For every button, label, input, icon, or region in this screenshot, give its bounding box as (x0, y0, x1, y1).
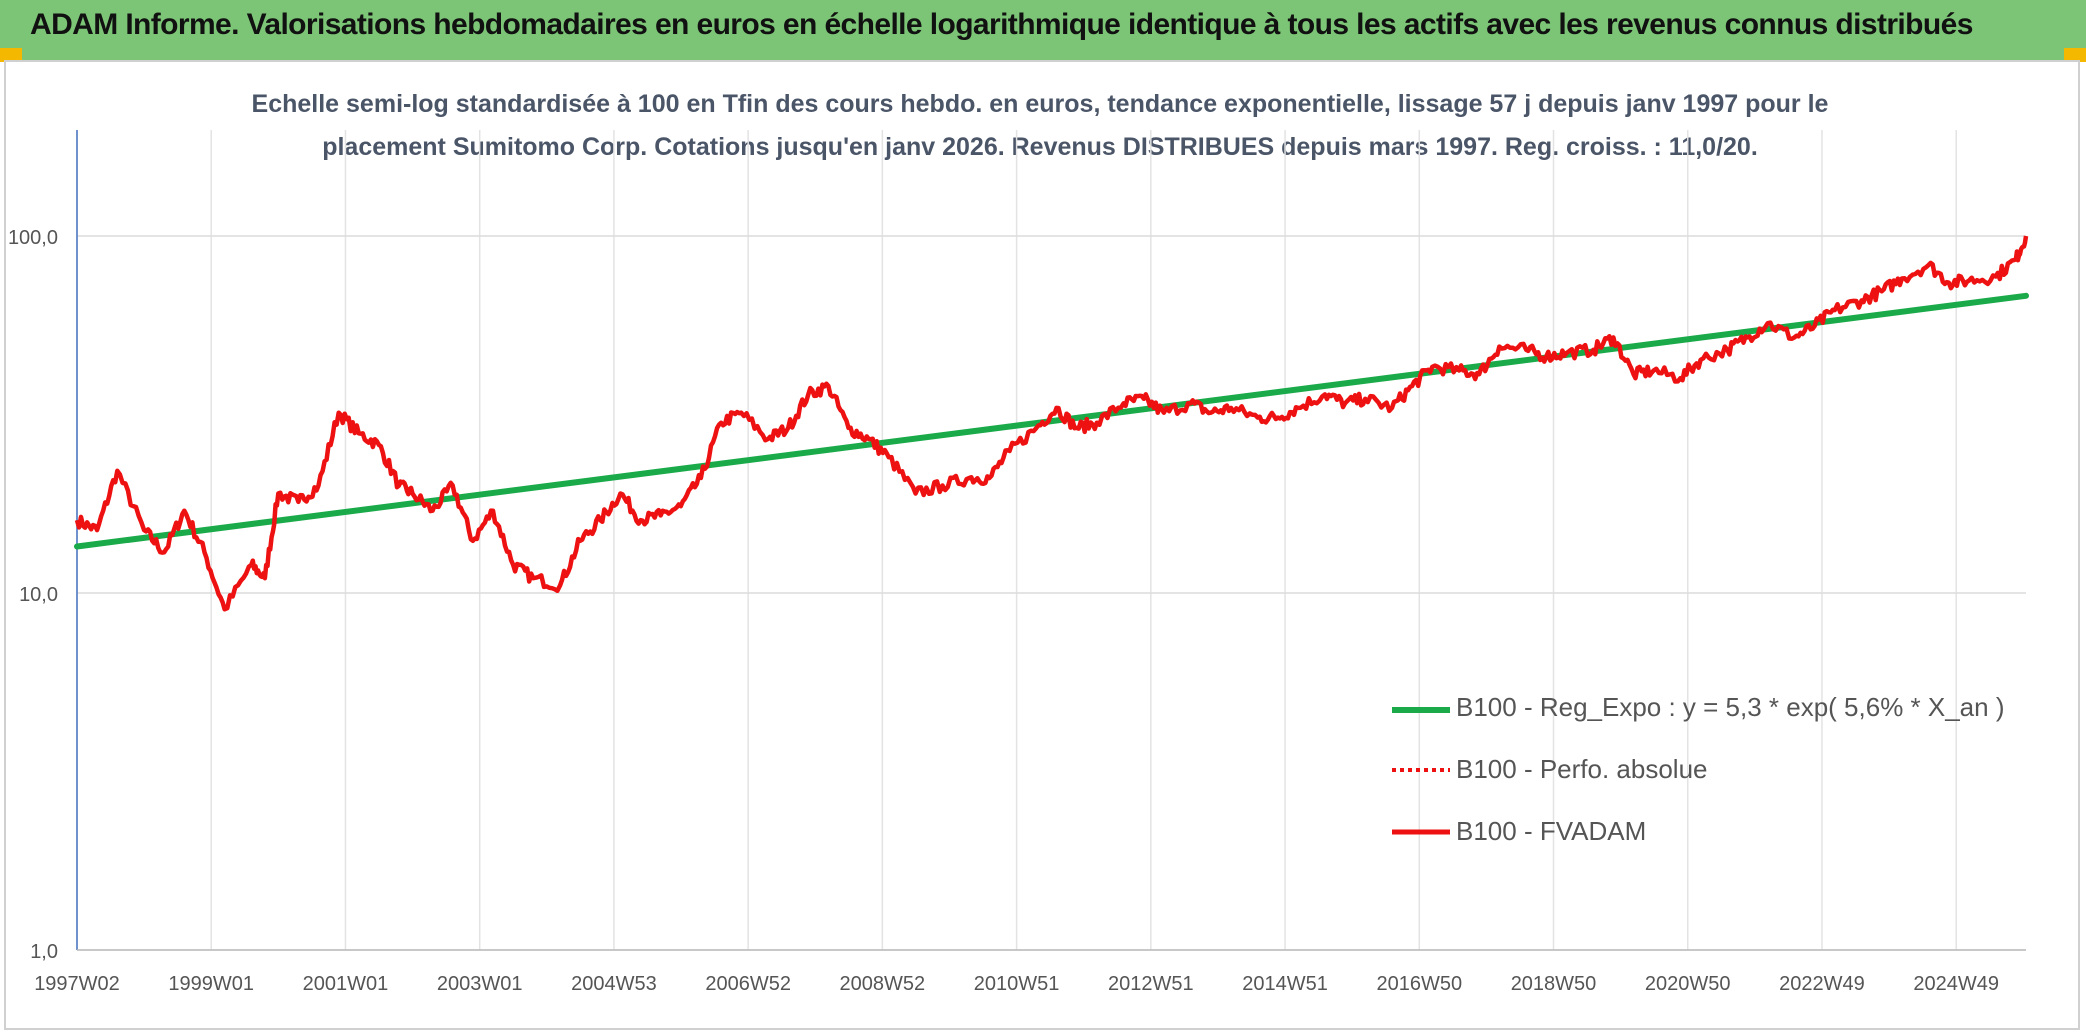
y-tick-label: 10,0 (19, 584, 58, 606)
x-tick-label: 2010W51 (974, 973, 1060, 995)
x-tick-label: 2012W51 (1108, 973, 1194, 995)
x-tick-label: 2024W49 (1913, 973, 1999, 995)
x-tick-label: 2006W52 (705, 973, 791, 995)
corner-mark-left (0, 48, 22, 62)
x-tick-label: 2003W01 (437, 973, 523, 995)
x-tick-label: 2014W51 (1242, 973, 1328, 995)
legend-label-fvadam: B100 - FVADAM (1456, 816, 1647, 846)
x-tick-label: 2008W52 (840, 973, 926, 995)
x-tick-label: 2020W50 (1645, 973, 1731, 995)
legend-label-reg-expo: B100 - Reg_Expo : y = 5,3 * exp( 5,6% * … (1456, 692, 2005, 722)
x-tick-label: 2004W53 (571, 973, 657, 995)
corner-mark-right (2064, 48, 2086, 62)
x-tick-label: 1997W02 (34, 973, 120, 995)
y-tick-label: 100,0 (8, 227, 58, 249)
chart-frame (4, 60, 2080, 1030)
chart-subtitle-line2: placement Sumitomo Corp. Cotations jusqu… (322, 133, 1758, 161)
x-tick-label: 2018W50 (1511, 973, 1597, 995)
x-tick-label: 1999W01 (168, 973, 254, 995)
x-tick-label: 2016W50 (1376, 973, 1462, 995)
legend-label-perfo-absolue: B100 - Perfo. absolue (1456, 754, 1708, 784)
series-line-reg-expo (74, 292, 2029, 550)
y-tick-label: 1,0 (30, 941, 58, 963)
header-bar: ADAM Informe. Valorisations hebdomadaire… (0, 0, 2086, 60)
x-tick-label: 2001W01 (303, 973, 389, 995)
series-line-fvadam (74, 235, 2029, 612)
x-tick-label: 2022W49 (1779, 973, 1865, 995)
chart-subtitle-line1: Echelle semi-log standardisée à 100 en T… (251, 90, 1829, 118)
report-title: ADAM Informe. Valorisations hebdomadaire… (30, 8, 1973, 41)
